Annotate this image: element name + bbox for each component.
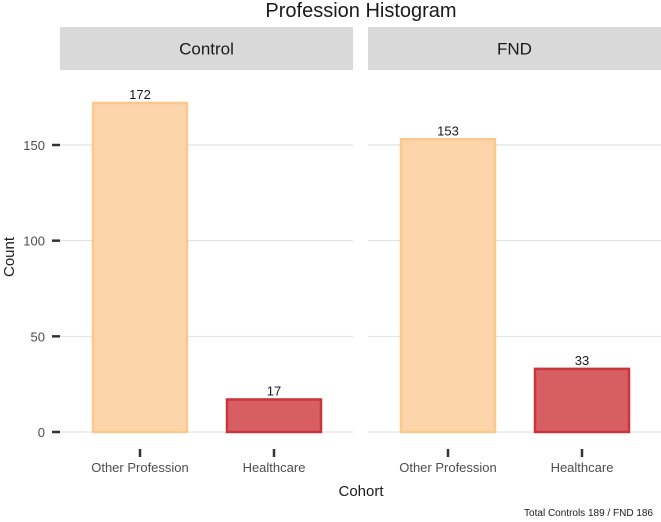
facet-strip <box>60 27 353 70</box>
bar-healthcare <box>225 398 323 434</box>
bar-other-profession <box>91 101 189 434</box>
x-tick-label: Other Profession <box>91 460 189 475</box>
bar-other-profession <box>399 138 497 434</box>
facet-strip <box>368 27 661 70</box>
y-tick-label: 150 <box>23 138 45 153</box>
data-label: 33 <box>575 353 589 368</box>
y-tick-label: 0 <box>38 425 45 440</box>
chart-caption: Total Controls 189 / FND 186 <box>524 508 653 519</box>
data-label: 153 <box>437 123 459 138</box>
facet-strip-label: Control <box>179 40 234 59</box>
facet-panel-fnd: FND 153 Other Profession 33 Healthcare <box>368 27 661 475</box>
y-axis-title: Count <box>1 236 18 277</box>
chart-title: Profession Histogram <box>265 0 456 22</box>
data-label: 17 <box>267 383 281 398</box>
x-tick-label: Healthcare <box>551 460 614 475</box>
x-axis-title: Cohort <box>338 483 384 500</box>
y-axis: 0 50 100 150 <box>23 138 60 440</box>
x-tick-label: Other Profession <box>399 460 497 475</box>
data-label: 172 <box>129 87 151 102</box>
x-tick-label: Healthcare <box>243 460 306 475</box>
facet-strip-label: FND <box>497 40 532 59</box>
y-tick-label: 50 <box>31 329 45 344</box>
facet-panel-control: Control 172 Other Profession 17 Healthcare <box>60 27 353 475</box>
bar-healthcare <box>533 367 631 434</box>
y-tick-label: 100 <box>23 234 45 249</box>
